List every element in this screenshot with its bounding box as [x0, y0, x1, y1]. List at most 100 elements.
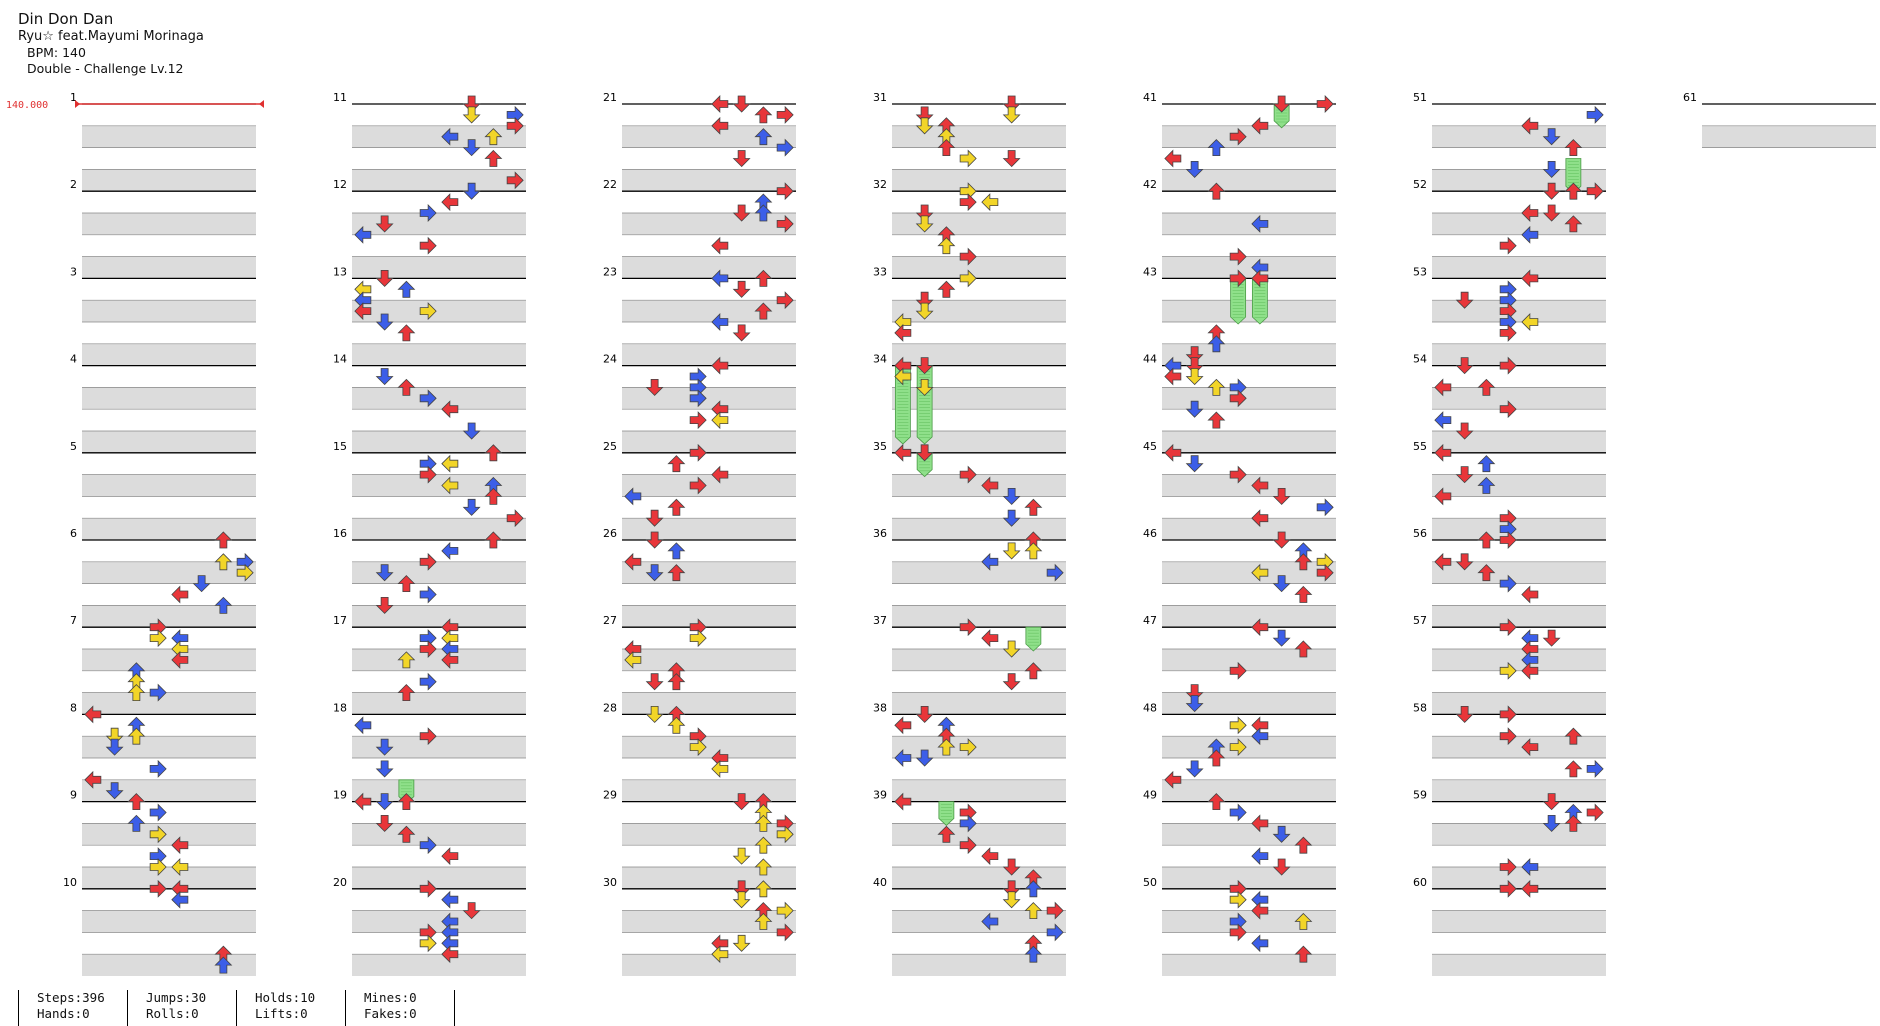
arrow-right-icon — [689, 738, 707, 757]
beat-band — [1162, 605, 1336, 628]
arrow-down-icon — [1455, 422, 1474, 440]
arrow-left-icon — [1164, 367, 1182, 386]
arrow-up-icon — [667, 455, 686, 473]
beat-band — [622, 387, 796, 410]
measure-number: 24 — [603, 353, 617, 366]
stats-col-mines: Mines:0 Fakes:0 — [345, 990, 455, 1026]
arrow-down-icon — [1002, 150, 1021, 168]
arrow-down-icon — [732, 847, 751, 865]
beat-band — [1162, 954, 1336, 976]
measure-number: 60 — [1413, 876, 1427, 889]
arrow-down-icon — [375, 215, 394, 233]
beat-band — [352, 779, 526, 802]
beat-band — [892, 169, 1066, 192]
arrow-up-icon — [754, 880, 773, 898]
measure-number: 55 — [1413, 440, 1427, 453]
measure-number: 35 — [873, 440, 887, 453]
arrow-up-icon — [667, 542, 686, 560]
arrow-down-icon — [915, 106, 934, 124]
arrow-left-icon — [1251, 814, 1269, 833]
beat-band — [622, 256, 796, 279]
measure-number: 44 — [1143, 353, 1157, 366]
arrow-left-icon — [1521, 661, 1539, 680]
arrow-right-icon — [149, 629, 167, 648]
arrow-up-icon — [397, 575, 416, 592]
arrow-up-icon — [1477, 531, 1496, 549]
arrow-left-icon — [981, 476, 999, 495]
arrow-down-icon — [1272, 825, 1291, 843]
arrow-left-icon — [894, 749, 912, 767]
beat-band — [622, 125, 796, 148]
beat-band — [622, 779, 796, 802]
arrow-left-icon — [711, 269, 729, 288]
arrow-right-icon — [149, 759, 167, 778]
measure-number: 61 — [1683, 91, 1697, 104]
beat-band — [622, 605, 796, 628]
arrow-down-icon — [645, 564, 664, 582]
beat-band — [1162, 343, 1336, 366]
arrow-down-icon — [375, 815, 394, 832]
measure-number: 3 — [70, 265, 77, 278]
beat-band — [622, 431, 796, 453]
arrow-up-icon — [1294, 553, 1313, 571]
arrow-right-icon — [689, 476, 707, 495]
measure-number: 58 — [1413, 701, 1427, 714]
arrow-left-icon — [711, 356, 729, 375]
arrow-left-icon — [1521, 879, 1539, 898]
arrow-left-icon — [1521, 585, 1539, 604]
arrow-down-icon — [1542, 128, 1561, 146]
beat-band — [352, 605, 526, 628]
measure-number: 33 — [873, 265, 887, 278]
bpm-marker-start-icon — [75, 100, 80, 108]
arrow-right-icon — [506, 509, 524, 528]
arrow-right-icon — [149, 858, 167, 876]
measure-number: 20 — [333, 876, 347, 889]
arrow-up-icon — [1294, 945, 1313, 963]
difficulty-label: Double - Challenge Lv.12 — [27, 61, 184, 76]
beat-band — [622, 474, 796, 497]
beat-band — [1432, 518, 1606, 540]
beat-band — [352, 343, 526, 366]
arrow-down-icon — [732, 880, 751, 898]
measure-number: 57 — [1413, 614, 1427, 627]
arrow-left-icon — [1521, 858, 1539, 876]
arrow-down-icon — [375, 760, 394, 778]
beat-band — [892, 605, 1066, 628]
measure-number: 34 — [873, 353, 887, 366]
arrow-down-icon — [732, 324, 751, 342]
beat-band — [622, 823, 796, 846]
arrow-left-icon — [441, 454, 459, 473]
arrow-right-icon — [1229, 247, 1247, 266]
arrow-up-icon — [397, 280, 416, 298]
hands-count: Hands:0 — [37, 1006, 90, 1021]
arrow-left-icon — [624, 487, 642, 506]
arrow-up-icon — [1024, 662, 1043, 680]
beat-band — [1432, 343, 1606, 366]
arrow-left-icon — [354, 302, 372, 321]
arrow-left-icon — [1434, 487, 1452, 506]
beat-band — [622, 867, 796, 889]
arrow-left-icon — [894, 792, 912, 811]
arrow-right-icon — [419, 672, 437, 691]
beat-band — [622, 910, 796, 933]
arrow-down-icon — [1185, 400, 1204, 418]
beat-band — [352, 518, 526, 540]
beat-band — [1432, 605, 1606, 628]
arrow-left-icon — [441, 193, 459, 212]
measure-number: 11 — [333, 91, 347, 104]
beat-band — [82, 169, 256, 192]
arrow-down-icon — [915, 117, 934, 135]
arrow-right-icon — [1046, 923, 1064, 942]
arrow-down-icon — [732, 204, 751, 222]
arrow-down-icon — [1002, 487, 1021, 505]
arrow-left-icon — [981, 193, 999, 212]
beat-band — [352, 954, 526, 976]
arrow-up-icon — [1477, 455, 1496, 473]
measure-number: 10 — [63, 876, 77, 889]
arrow-left-icon — [354, 225, 372, 244]
arrow-left-icon — [711, 116, 729, 135]
arrow-down-icon — [1185, 455, 1204, 473]
arrow-right-icon — [1586, 759, 1604, 778]
measure-number: 13 — [333, 265, 347, 278]
arrow-right-icon — [1499, 356, 1517, 375]
